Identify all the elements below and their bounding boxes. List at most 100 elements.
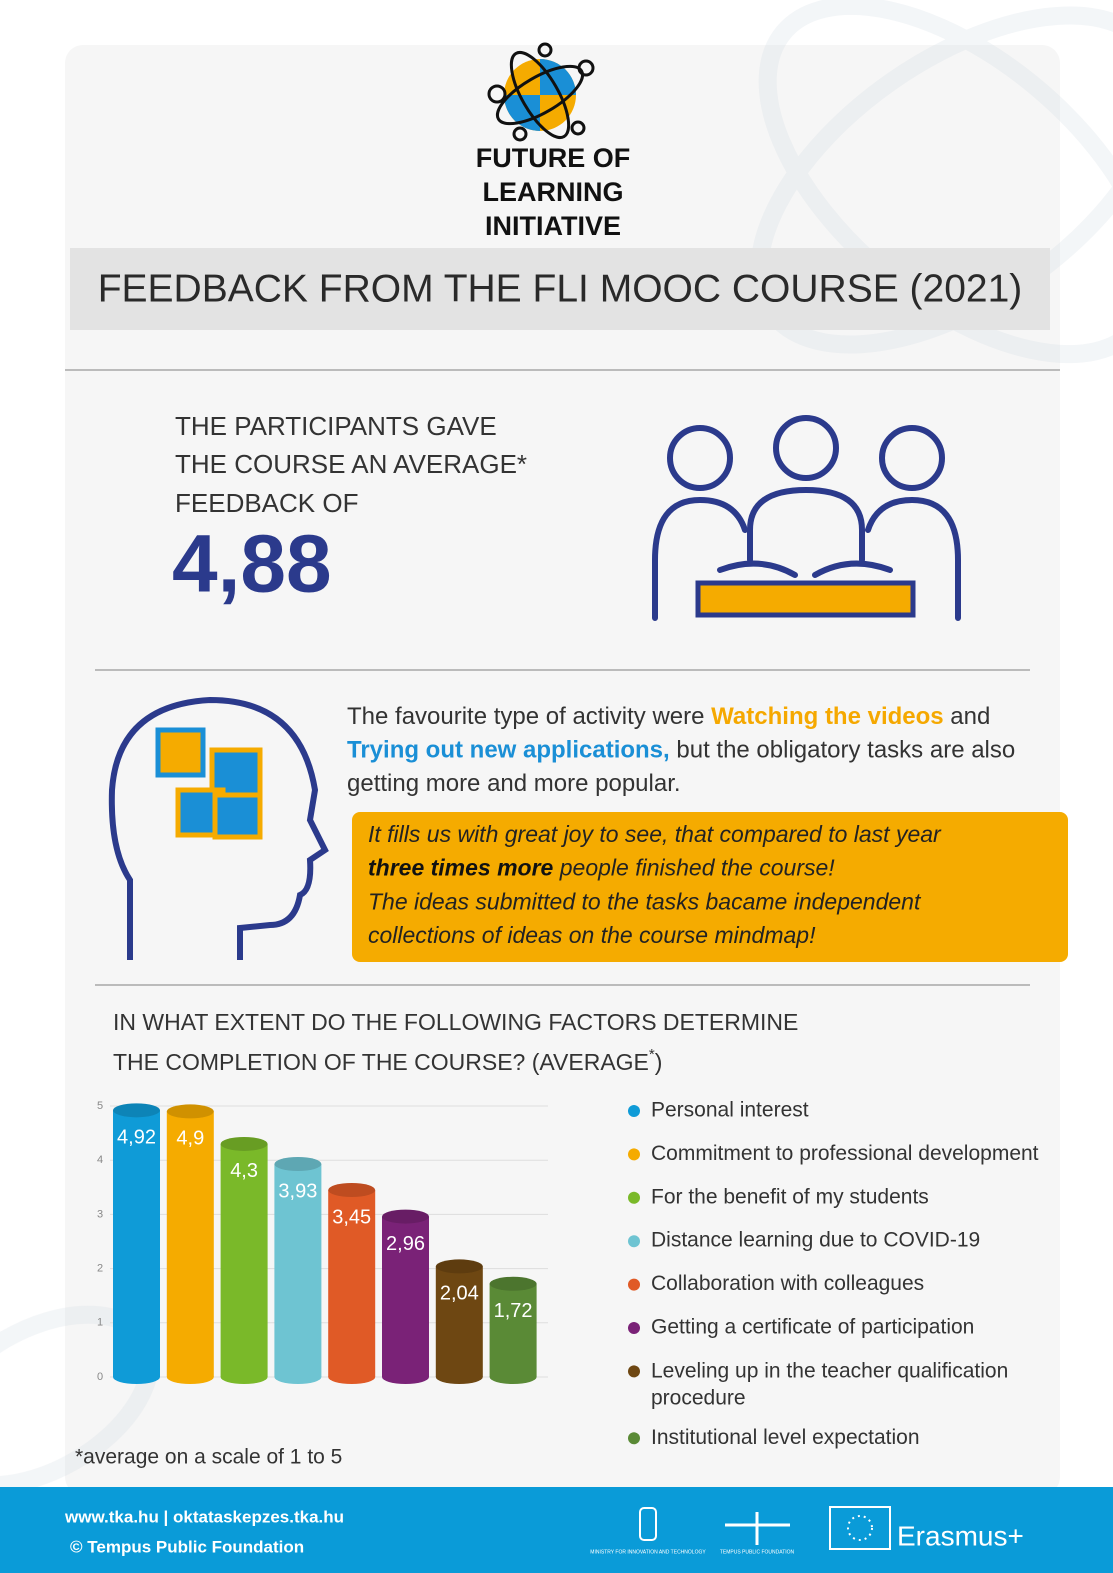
y-tick-label: 0 bbox=[97, 1371, 103, 1383]
legend-dot bbox=[628, 1148, 640, 1161]
rating-text: THE PARTICIPANTS GAVE bbox=[175, 411, 497, 441]
legend-dot bbox=[628, 1432, 640, 1445]
tempus-logo bbox=[725, 1512, 790, 1545]
rating-score: 4,88 bbox=[172, 519, 332, 610]
legend-dot bbox=[628, 1365, 640, 1378]
value-label: 2,96 bbox=[386, 1233, 425, 1255]
value-label: 4,92 bbox=[117, 1127, 156, 1149]
ministry-text: MINISTRY FOR INNOVATION AND TECHNOLOGY bbox=[590, 1549, 706, 1555]
text-line: It fills us with great joy to see, that … bbox=[368, 821, 942, 847]
text-segment: It fills us with great joy to see, that … bbox=[368, 821, 942, 847]
text-segment: and bbox=[944, 703, 991, 730]
bar-top bbox=[435, 1259, 483, 1274]
text-segment: Trying out new applications, bbox=[347, 737, 670, 764]
bar bbox=[489, 1283, 537, 1377]
people-icon bbox=[652, 415, 961, 621]
logo-icon bbox=[487, 42, 595, 142]
legend-label: Institutional level expectation bbox=[651, 1426, 920, 1449]
rating-text: FEEDBACK OF bbox=[175, 488, 358, 518]
bar bbox=[274, 1163, 322, 1377]
text-segment: collections of ideas on the course mindm… bbox=[368, 922, 816, 948]
bar-top bbox=[220, 1136, 268, 1151]
chart-title: IN WHAT EXTENT DO THE FOLLOWING FACTORS … bbox=[113, 1009, 798, 1035]
chart-title-part: ) bbox=[655, 1049, 663, 1075]
bar bbox=[113, 1110, 160, 1377]
text-segment: Watching the videos bbox=[711, 703, 943, 730]
legend-label: Distance learning due to COVID-19 bbox=[651, 1229, 980, 1252]
erasmus-text: Erasmus+ bbox=[897, 1520, 1024, 1551]
table-icon bbox=[695, 580, 916, 618]
text-line: The favourite type of activity were Watc… bbox=[347, 703, 990, 730]
eu-flag bbox=[829, 1506, 891, 1550]
bar-top bbox=[489, 1276, 537, 1291]
highlight-text: It fills us with great joy to see, that … bbox=[368, 821, 942, 948]
title: FEEDBACK FROM THE FLI MOOC COURSE (2021) bbox=[98, 267, 1023, 310]
chart-title: THE COMPLETION OF THE COURSE? (AVERAGE*) bbox=[113, 1046, 662, 1075]
footer-links: www.tka.hu | oktataskepzes.tka.hu bbox=[64, 1507, 344, 1526]
bar bbox=[166, 1111, 214, 1377]
legend-label: Collaboration with colleagues bbox=[651, 1272, 924, 1295]
text-line: The ideas submitted to the tasks bacame … bbox=[368, 888, 922, 914]
bar-top bbox=[166, 1104, 214, 1119]
bar bbox=[220, 1143, 268, 1377]
ministry-logo bbox=[639, 1507, 657, 1541]
logo-text: FUTURE OF bbox=[476, 143, 631, 173]
text-segment: but the obligatory tasks are also bbox=[670, 737, 1016, 764]
legend-dot bbox=[628, 1278, 640, 1291]
legend-dot bbox=[628, 1235, 640, 1248]
bar-top bbox=[382, 1209, 429, 1224]
text-segment: people finished the course! bbox=[553, 855, 835, 881]
legend-label: Personal interest bbox=[651, 1099, 809, 1122]
text-line: three times more people finished the cou… bbox=[368, 855, 835, 881]
logo-text: INITIATIVE bbox=[485, 211, 621, 241]
puzzle-icon bbox=[155, 727, 263, 840]
legend-dot bbox=[628, 1191, 640, 1204]
value-label: 3,45 bbox=[332, 1206, 371, 1228]
footer-copyright: © Tempus Public Foundation bbox=[70, 1537, 304, 1556]
value-label: 4,3 bbox=[230, 1160, 258, 1182]
legend-dot bbox=[628, 1322, 640, 1334]
bar bbox=[328, 1190, 376, 1377]
value-label: 2,04 bbox=[440, 1283, 479, 1305]
title-banner bbox=[70, 248, 1050, 330]
text-segment: three times more bbox=[368, 855, 554, 881]
y-tick-label: 3 bbox=[97, 1208, 103, 1220]
value-label: 4,9 bbox=[176, 1128, 204, 1150]
text-segment: The favourite type of activity were bbox=[347, 703, 711, 730]
y-tick-label: 1 bbox=[97, 1317, 103, 1329]
bar-top bbox=[274, 1156, 322, 1171]
legend-label: Commitment to professional development bbox=[651, 1142, 1039, 1165]
text-line: collections of ideas on the course mindm… bbox=[368, 922, 816, 948]
highlight-box bbox=[352, 812, 1068, 962]
value-label: 3,93 bbox=[278, 1180, 317, 1202]
text-line: getting more and more popular. bbox=[347, 770, 681, 797]
bar-top bbox=[328, 1183, 376, 1198]
footnote: *average on a scale of 1 to 5 bbox=[75, 1446, 342, 1469]
bar-chart: 0 1 2 3 4 5 4,92 4,9 4,3 3,93 3,45 2,96 2,04 1,72 Pers… bbox=[97, 1099, 1039, 1449]
y-tick-label: 2 bbox=[97, 1263, 103, 1275]
footer bbox=[0, 1487, 1113, 1573]
text-segment: getting more and more popular. bbox=[347, 770, 681, 797]
card bbox=[65, 45, 1060, 1495]
rating-text: THE COURSE AN AVERAGE* bbox=[175, 449, 527, 479]
text-segment: The ideas submitted to the tasks bacame … bbox=[368, 888, 922, 914]
legend-label: Leveling up in the teacher qualification… bbox=[651, 1359, 1008, 1409]
legend-label: Getting a certificate of participation bbox=[651, 1316, 974, 1339]
legend-dot bbox=[628, 1105, 640, 1117]
bar-top bbox=[113, 1103, 160, 1118]
bar bbox=[382, 1216, 429, 1377]
activity-text: The favourite type of activity were Watc… bbox=[347, 703, 1015, 797]
legend-label: For the benefit of my students bbox=[651, 1185, 929, 1208]
y-tick-label: 5 bbox=[97, 1100, 103, 1112]
logo-text: LEARNING bbox=[483, 177, 624, 207]
chart-title-part: * bbox=[649, 1046, 655, 1063]
chart-title-part: THE COMPLETION OF THE COURSE? (AVERAGE bbox=[113, 1049, 649, 1075]
eu-stars bbox=[847, 1515, 873, 1541]
text-line: Trying out new applications, but the obl… bbox=[347, 737, 1015, 764]
head-icon bbox=[108, 696, 329, 960]
tempus-text: TEMPUS PUBLIC FOUNDATION bbox=[720, 1549, 795, 1555]
bar bbox=[435, 1266, 483, 1377]
value-label: 1,72 bbox=[494, 1300, 533, 1322]
y-tick-label: 4 bbox=[97, 1154, 103, 1166]
